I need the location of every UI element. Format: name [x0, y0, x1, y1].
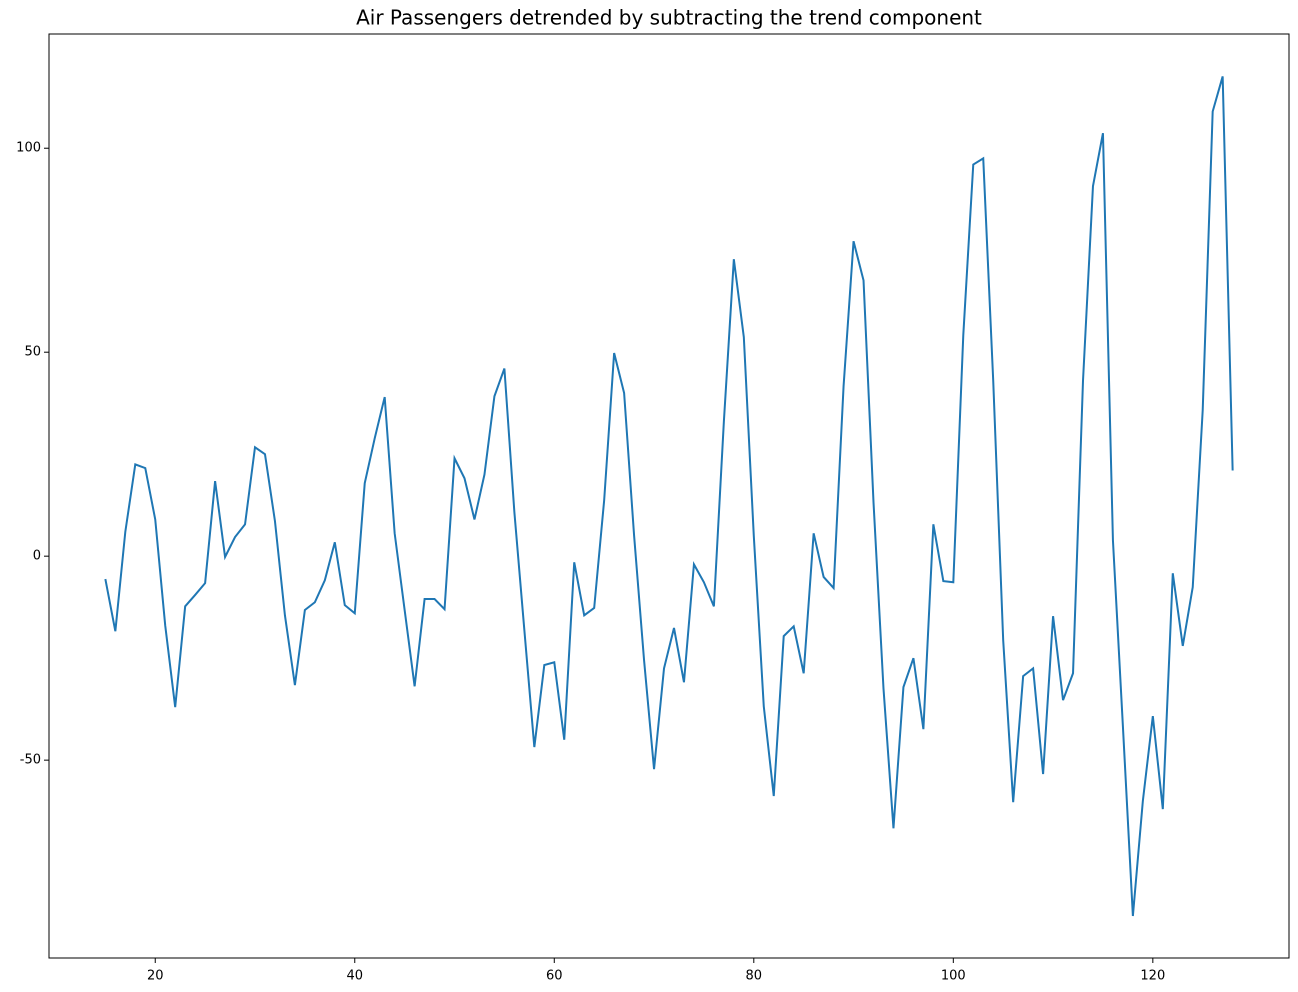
chart-title: Air Passengers detrended by subtracting …	[356, 6, 982, 30]
line-series	[104, 76, 1234, 917]
y-tick-label: -50	[20, 753, 41, 768]
x-tick-label: 80	[746, 969, 763, 984]
x-tick-label: 20	[147, 969, 164, 984]
y-tick-label: 100	[16, 141, 41, 156]
y-tick-label: 0	[33, 549, 41, 564]
x-tick-label: 120	[1140, 969, 1165, 984]
x-tick-label: 100	[941, 969, 966, 984]
plot-frame	[48, 33, 1290, 959]
x-tick-label: 40	[346, 969, 363, 984]
x-tick-label: 60	[546, 969, 563, 984]
y-tick-label: 50	[24, 345, 41, 360]
